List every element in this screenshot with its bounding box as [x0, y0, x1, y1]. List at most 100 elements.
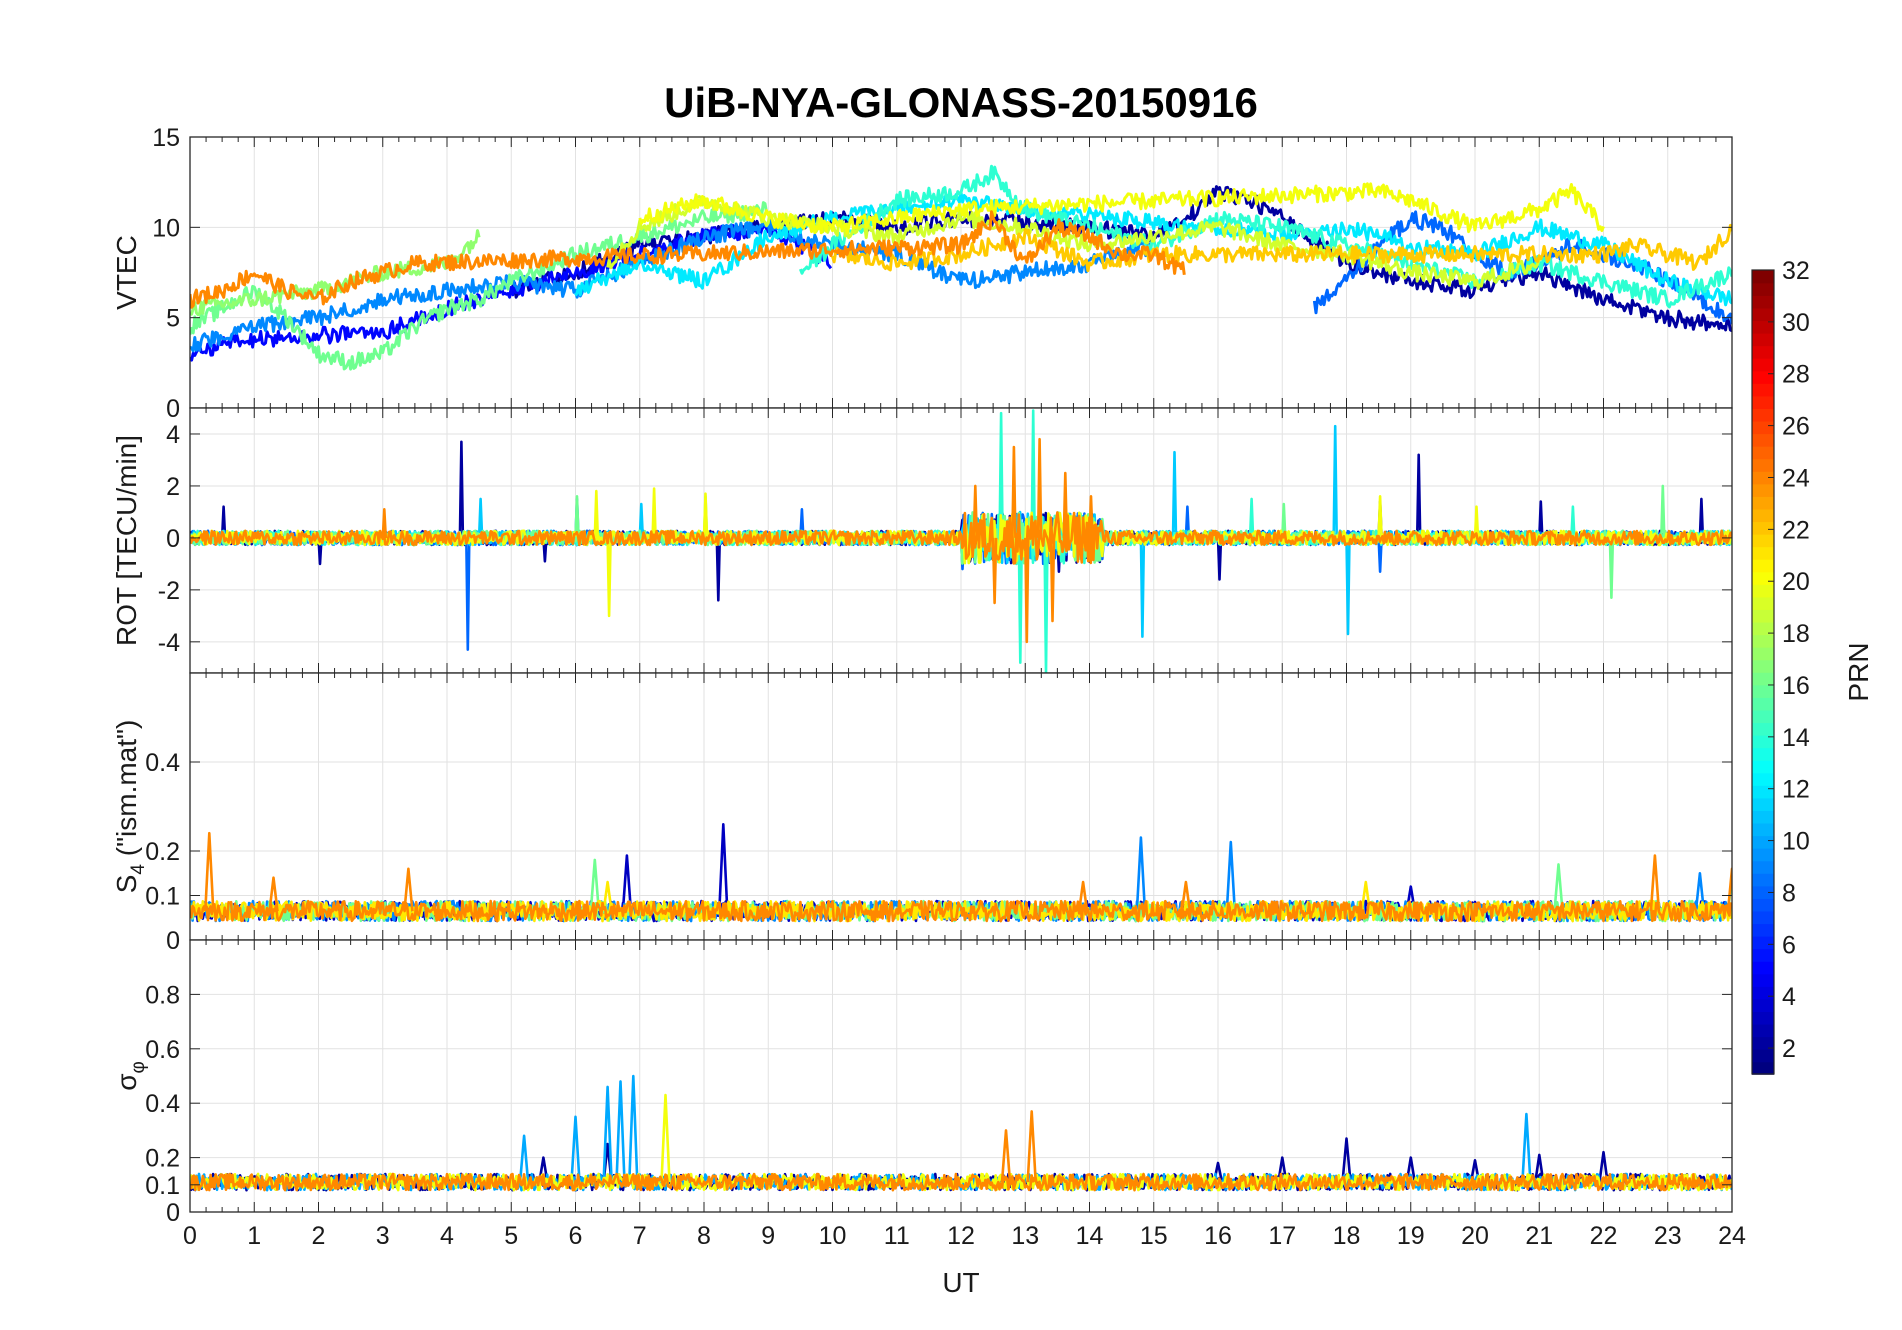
- y-tick-label: -4: [158, 629, 180, 657]
- colorbar-segment: [1752, 646, 1774, 661]
- x-tick-label: 21: [1525, 1222, 1553, 1250]
- colorbar-segment: [1752, 508, 1774, 523]
- colorbar-tick-label: 22: [1782, 516, 1810, 544]
- x-tick-label: 7: [633, 1222, 647, 1250]
- x-tick-label: 2: [312, 1222, 326, 1250]
- colorbar-segment: [1752, 759, 1774, 774]
- colorbar-segment: [1752, 709, 1774, 724]
- colorbar-segment: [1752, 734, 1774, 749]
- series-line-prn-10: [190, 1074, 1732, 1192]
- panel-sigma: 00.10.2 0.4 0.6 0.8 σφ: [111, 939, 1733, 1227]
- colorbar-segment: [1752, 722, 1774, 736]
- y-tick-label: 0.2: [145, 838, 180, 866]
- colorbar-segment: [1752, 873, 1774, 887]
- series-line-prn-24: [190, 210, 1186, 309]
- series-group: [190, 823, 1732, 923]
- colorbar-tick-label: 12: [1782, 776, 1810, 804]
- minor-ticks: [189, 408, 1733, 673]
- colorbar-segment: [1752, 282, 1774, 296]
- colorbar-segment: [1752, 1036, 1774, 1050]
- colorbar-segment: [1752, 986, 1774, 1000]
- colorbar-segment: [1752, 923, 1774, 937]
- y-tick-label: 0.4: [145, 749, 180, 777]
- colorbar-segment: [1752, 684, 1774, 698]
- x-tick-label: 22: [1590, 1222, 1618, 1250]
- colorbar-segment: [1752, 898, 1774, 912]
- x-tick-label: 23: [1654, 1222, 1682, 1250]
- series-line-prn-14: [799, 164, 1732, 309]
- colorbar-tick-label: 24: [1782, 464, 1810, 492]
- colorbar-segment: [1752, 596, 1774, 610]
- x-tick-label: 13: [1011, 1222, 1039, 1250]
- colorbar-segment: [1752, 370, 1774, 384]
- chart-title: UiB-NYA-GLONASS-20150916: [664, 79, 1258, 126]
- colorbar-tick-label: 2: [1782, 1035, 1796, 1063]
- colorbar-tick-label: 32: [1782, 257, 1810, 285]
- colorbar-segment: [1752, 458, 1774, 472]
- x-tick-label: 18: [1333, 1222, 1361, 1250]
- x-tick-label: 19: [1397, 1222, 1425, 1250]
- panel-vtec: 0 5 10 15 VTEC: [111, 124, 1733, 423]
- y-tick-label: 0.6: [145, 1036, 180, 1064]
- x-tick-label: 8: [697, 1222, 711, 1250]
- colorbar-segment: [1752, 747, 1774, 761]
- colorbar-segment: [1752, 835, 1774, 849]
- x-tick-label: 15: [1140, 1222, 1168, 1250]
- colorbar-segment: [1752, 395, 1774, 409]
- x-axis-label: UT: [942, 1267, 979, 1298]
- colorbar-tick-label: 8: [1782, 879, 1796, 907]
- panel-rot: -4 -2 0 2 4 ROT [TECU/min]: [111, 407, 1733, 674]
- colorbar-segment: [1752, 571, 1774, 585]
- x-tick-label: 20: [1461, 1222, 1489, 1250]
- colorbar-tick-label: 10: [1782, 828, 1810, 856]
- colorbar-segment: [1752, 1011, 1774, 1025]
- colorbar-tick-label: 26: [1782, 413, 1810, 441]
- colorbar-segment: [1752, 546, 1774, 560]
- colorbar-segment: [1752, 935, 1774, 950]
- colorbar-segment: [1752, 822, 1774, 837]
- x-tick-label: 24: [1718, 1222, 1746, 1250]
- colorbar-tick-label: 16: [1782, 672, 1810, 700]
- colorbar-tick-label: 4: [1782, 983, 1796, 1011]
- y-tick-label: 0: [166, 927, 180, 955]
- colorbar-tick-label: 6: [1782, 931, 1796, 959]
- series-line-prn-2: [190, 1137, 1732, 1192]
- colorbar-segment: [1752, 810, 1774, 824]
- colorbar-tick-label: 18: [1782, 620, 1810, 648]
- colorbar-segment: [1752, 521, 1774, 535]
- colorbar-segment: [1752, 433, 1774, 447]
- x-tick-label: 5: [504, 1222, 518, 1250]
- colorbar-label: PRN: [1843, 642, 1874, 701]
- series-group: [190, 409, 1732, 673]
- x-tick-label: 1: [247, 1222, 261, 1250]
- colorbar-segment: [1752, 847, 1774, 862]
- x-tick-label: 6: [569, 1222, 583, 1250]
- colorbar-segment: [1752, 445, 1774, 460]
- y-tick-label: -2: [158, 577, 180, 605]
- series-line-prn-8: [1312, 210, 1732, 325]
- colorbar-segment: [1752, 408, 1774, 422]
- minor-ticks: [189, 137, 1733, 408]
- colorbar-segment: [1752, 307, 1774, 322]
- grid-lines: [189, 673, 1733, 941]
- minor-ticks: [189, 940, 1733, 1212]
- colorbar-segment: [1752, 998, 1774, 1012]
- y-tick-label: 0: [166, 395, 180, 423]
- colorbar-segment: [1752, 948, 1774, 962]
- x-tick-label: 9: [761, 1222, 775, 1250]
- y-tick-label: 0: [166, 1199, 180, 1227]
- series-line-prn-24: [190, 1110, 1732, 1192]
- series-line-prn-16: [190, 201, 769, 371]
- colorbar-segment: [1752, 973, 1774, 987]
- x-tick-labels: 0 1 2 3 4 5 6 7 8 9 10 11 12 13 14 15 16 17 18 19 20 21 22 23 24: [183, 1222, 1746, 1250]
- y-tick-label: 5: [166, 305, 180, 333]
- x-tick-label: 14: [1076, 1222, 1104, 1250]
- colorbar-segment: [1752, 345, 1774, 359]
- series-line-prn-12: [574, 191, 1732, 307]
- colorbar-segment: [1752, 621, 1774, 636]
- y-tick-label: 0: [166, 525, 180, 553]
- series-line-prn-22: [831, 223, 1732, 273]
- colorbar-segment: [1752, 910, 1774, 925]
- colorbar-tick-label: 28: [1782, 361, 1810, 389]
